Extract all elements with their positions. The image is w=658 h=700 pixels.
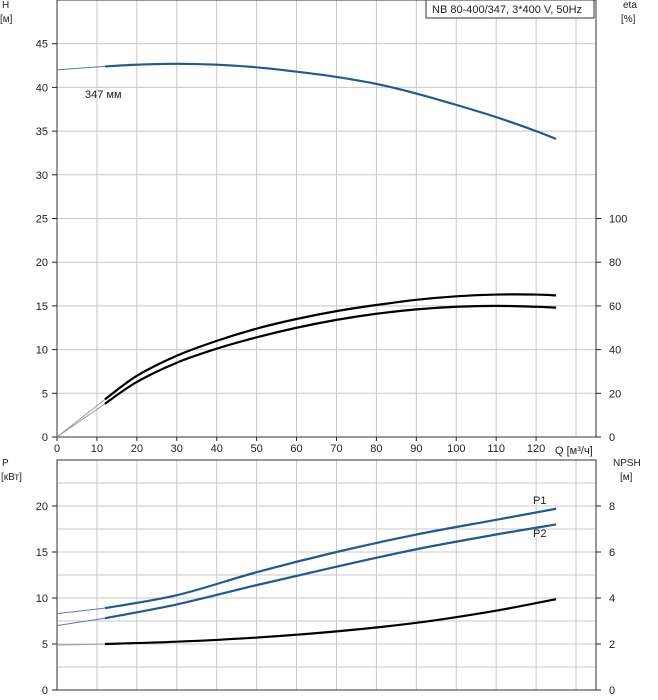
upper-y-tick-label: 30	[36, 170, 48, 182]
lower-y-tick-label: 15	[36, 547, 48, 559]
lower-plot-frame	[56, 459, 597, 691]
npsh-line	[104, 598, 557, 646]
upper-y2-tick-label: 20	[609, 388, 621, 400]
lower-y2-tick-label: 0	[609, 685, 615, 697]
lower-y2-label-name: NPSH	[613, 458, 641, 469]
x-tick-label: 110	[487, 443, 505, 455]
lower-y2-tick-label: 2	[609, 639, 615, 651]
npsh-extension-line	[56, 643, 105, 646]
upper-y-tick-label: 10	[36, 345, 48, 357]
upper-y-tick-label: 15	[36, 301, 48, 313]
x-tick-label: 50	[251, 443, 263, 455]
x-tick-label: 100	[447, 443, 465, 455]
lower-y-tick-label: 5	[42, 639, 48, 651]
upper-y2-tick-label: 100	[609, 214, 627, 226]
upper-y-tick-label: 0	[42, 432, 48, 444]
head-extension-line	[56, 65, 105, 71]
p2-line	[104, 523, 557, 620]
x-tick-label: 10	[91, 443, 103, 455]
upper-y2-tick-label: 0	[609, 432, 615, 444]
lower-y2-tick-label: 4	[609, 593, 615, 605]
x-tick-label: 40	[211, 443, 223, 455]
eta-upper-line	[104, 293, 557, 401]
p1-line	[104, 507, 557, 610]
x-tick-label: 80	[370, 443, 382, 455]
lower-y-label-unit: [кВт]	[1, 472, 22, 483]
upper-y-tick-label: 5	[42, 388, 48, 400]
series-lines	[56, 62, 557, 646]
lower-y-tick-label: 10	[36, 593, 48, 605]
upper-y-tick-label: 25	[36, 214, 48, 226]
p2-extension-line	[56, 617, 105, 627]
lower-grid	[56, 459, 597, 691]
upper-y2-label-unit: [%]	[621, 14, 636, 25]
upper-y2-tick-label: 80	[609, 257, 621, 269]
eta-upper-extension-line	[56, 399, 106, 438]
legend-box	[425, 0, 595, 19]
lower-y2-tick-label: 6	[609, 547, 615, 559]
p2-series-label: P2	[533, 528, 546, 540]
head-curve-label: 347 мм	[85, 89, 122, 101]
upper-y2-label-name: eta	[623, 0, 637, 11]
x-tick-label: 30	[171, 443, 183, 455]
p1-extension-line	[56, 607, 105, 615]
head-line	[104, 62, 557, 140]
x-tick-label: 70	[330, 443, 342, 455]
eta-lower-line	[104, 304, 557, 405]
legend-box-text: NB 80-400/347, 3*400 V, 50Hz	[432, 4, 582, 16]
upper-y-tick-label: 20	[36, 257, 48, 269]
lower-y2-label-unit: [м]	[620, 472, 633, 483]
x-tick-label: 0	[54, 443, 60, 455]
lower-y-tick-label: 20	[36, 501, 48, 513]
upper-y-tick-label: 45	[36, 39, 48, 51]
x-tick-label: 60	[290, 443, 302, 455]
upper-y-tick-label: 40	[36, 82, 48, 94]
lower-y-label-name: P	[2, 458, 9, 469]
x-tick-label: 120	[527, 443, 545, 455]
lower-y-tick-label: 0	[42, 685, 48, 697]
upper-y2-tick-label: 60	[609, 301, 621, 313]
eta-lower-extension-line	[56, 403, 106, 438]
upper-y2-tick-label: 40	[609, 345, 621, 357]
upper-y-tick-label: 35	[36, 126, 48, 138]
upper-y-label-name: H	[2, 0, 9, 11]
lower-y2-tick-label: 8	[609, 501, 615, 513]
upper-y-label-unit: [м]	[0, 14, 13, 25]
x-tick-label: 90	[410, 443, 422, 455]
x-unit-label: Q [м³/ч]	[555, 445, 593, 457]
p1-series-label: P1	[533, 495, 546, 507]
x-tick-label: 20	[131, 443, 143, 455]
